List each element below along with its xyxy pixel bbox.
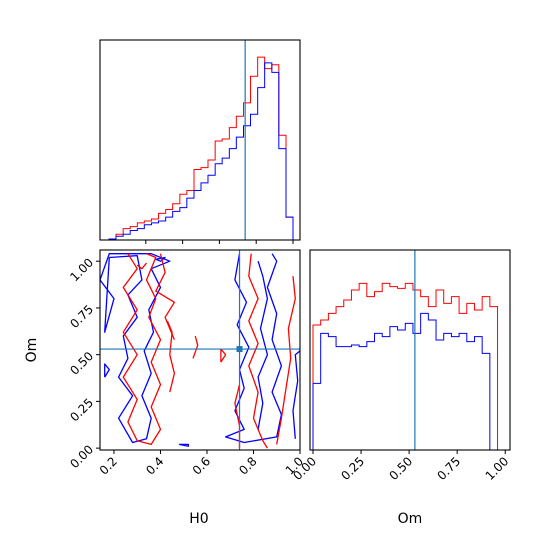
om-xtick-label-3: 0.75 — [435, 454, 464, 483]
contour-1-1 — [155, 253, 176, 340]
om-xtick-label-4: 1.00 — [483, 454, 512, 483]
h0-hist-series-1 — [108, 62, 294, 240]
contour-1-8 — [136, 262, 148, 270]
contour-0-3 — [292, 350, 300, 439]
om-hist-series-1 — [312, 312, 506, 450]
contour-0-4 — [104, 363, 110, 378]
om-marginal-xlabel: Om — [398, 511, 423, 527]
contour-1-2 — [166, 320, 176, 393]
contour-0-0 — [100, 253, 171, 444]
om-ytick-label-3: 0.75 — [67, 302, 96, 331]
om-ytick-label-2: 0.50 — [67, 349, 96, 378]
contour-frame — [99, 249, 301, 451]
h0-marginal-panel — [99, 39, 301, 244]
contour-0-2 — [257, 261, 269, 430]
contour-plot-area — [100, 250, 300, 450]
h0-marginal-frame — [99, 39, 301, 241]
h0-xtick-label-0: 0.2 — [97, 454, 120, 477]
om-ytick-label-1: 0.25 — [67, 396, 96, 425]
contour-1-4 — [276, 276, 296, 445]
contour-0-5 — [178, 443, 190, 447]
om-hist-series-0 — [312, 282, 506, 450]
h0-marginal-plot-area — [108, 40, 294, 240]
om-ytick-label-4: 1.00 — [67, 255, 96, 284]
h0-hist-series-0 — [108, 56, 294, 240]
om-xtick-label-2: 0.50 — [386, 454, 415, 483]
contour-1-6 — [220, 348, 227, 363]
h0-xlabel: H0 — [189, 511, 208, 527]
h0-xtick-label-3: 0.8 — [236, 454, 259, 477]
truth-point — [236, 346, 243, 353]
om-xtick-label-1: 0.25 — [338, 454, 367, 483]
om-marginal-frame — [309, 249, 511, 451]
contour-0-1 — [224, 253, 283, 444]
contour-1-5 — [234, 384, 241, 449]
contour-1-7 — [192, 335, 199, 359]
om-ylabel: Om — [24, 338, 40, 363]
contour-1-3 — [248, 253, 268, 449]
h0-xtick-label-1: 0.4 — [143, 454, 166, 477]
h0-xtick-label-2: 0.6 — [190, 454, 213, 477]
contour-1-0 — [122, 253, 162, 446]
om-marginal-plot-area — [312, 250, 506, 450]
om-ytick-label-0: 0.00 — [67, 442, 96, 471]
contour-0-6 — [155, 256, 166, 262]
